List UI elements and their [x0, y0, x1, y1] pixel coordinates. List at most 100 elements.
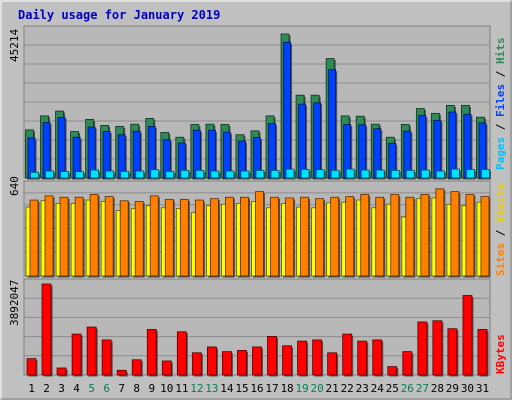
- kbytes-bar: [312, 339, 323, 376]
- pages-bar: [165, 170, 175, 179]
- chart-title: Daily usage for January 2019: [18, 8, 220, 22]
- pages-bar: [360, 169, 370, 179]
- pages-bar: [420, 169, 430, 179]
- pages-bar: [180, 169, 190, 179]
- sites-bar: [59, 196, 69, 277]
- top-panel: [23, 25, 491, 180]
- pages-bar: [105, 170, 115, 179]
- sites-bar: [300, 196, 309, 277]
- pages-bar: [466, 169, 475, 179]
- sites-bar: [209, 198, 219, 277]
- top-legend: Pages / Files / Hits: [494, 38, 507, 171]
- kbytes-bar: [237, 350, 247, 376]
- pages-bar: [135, 170, 145, 179]
- legend-hits: Hits: [494, 38, 507, 65]
- kbytes-bar: [327, 352, 338, 376]
- kbytes-bar: [116, 369, 127, 376]
- pages-bar: [300, 169, 310, 179]
- pages-bar: [451, 168, 460, 179]
- x-tick-label: 1: [28, 382, 35, 395]
- pages-bar: [270, 169, 280, 179]
- pages-bar: [435, 170, 445, 179]
- sites-bar: [119, 200, 129, 277]
- kbytes-bar: [447, 328, 458, 376]
- sites-bar: [194, 199, 204, 277]
- x-tick-label: 21: [326, 382, 339, 395]
- pages-bar: [330, 169, 340, 179]
- pages-bar: [45, 170, 54, 179]
- x-tick-label: 10: [160, 382, 173, 395]
- sites-bar: [390, 194, 400, 277]
- x-tick-label: 2: [43, 382, 50, 395]
- kbytes-bar: [417, 321, 428, 376]
- pages-bar: [60, 171, 69, 179]
- kbytes-bar: [357, 340, 368, 376]
- x-tick-label: 11: [175, 382, 188, 395]
- kbytes-bar: [176, 331, 187, 376]
- sites-bar: [134, 201, 144, 277]
- sites-bar: [420, 194, 430, 277]
- files-bar: [313, 102, 322, 179]
- sites-bar: [405, 196, 415, 277]
- middle-panel: [23, 180, 491, 278]
- pages-bar: [390, 169, 400, 179]
- x-tick-label: 24: [371, 382, 385, 395]
- sites-bar: [285, 197, 294, 277]
- files-bar: [42, 122, 51, 179]
- middle-max-label: 640: [8, 176, 21, 196]
- x-tick-label: 5: [88, 382, 95, 395]
- legend-files: Files: [494, 84, 507, 117]
- x-tick-label: 26: [401, 382, 414, 395]
- middle-legend: Sites / Visits: [494, 183, 507, 276]
- pages-bar: [285, 168, 295, 179]
- x-tick-label: 8: [133, 382, 140, 395]
- kbytes-bar: [342, 333, 353, 376]
- pages-bar: [120, 170, 130, 179]
- pages-bar: [255, 169, 265, 179]
- pages-bar: [345, 168, 355, 179]
- sites-bar: [44, 195, 54, 277]
- legend-separator: /: [494, 117, 507, 137]
- files-bar: [448, 111, 457, 179]
- kbytes-bar: [282, 345, 292, 376]
- kbytes-bar: [131, 359, 142, 376]
- kbytes-bar: [387, 366, 398, 376]
- pages-bar: [195, 169, 205, 179]
- x-tick-label: 29: [446, 382, 459, 395]
- x-tick-label: 27: [416, 382, 429, 395]
- bottom-panel: [23, 278, 491, 377]
- sites-bar: [480, 196, 490, 277]
- x-tick-label: 23: [356, 382, 369, 395]
- kbytes-bar: [252, 346, 262, 376]
- kbytes-bar: [161, 360, 172, 376]
- kbytes-bar: [297, 340, 307, 376]
- sites-bar: [270, 196, 279, 277]
- x-tick-label: 13: [205, 382, 218, 395]
- kbytes-bar: [71, 333, 82, 376]
- kbytes-bar: [86, 326, 97, 376]
- kbytes-bar: [222, 351, 232, 376]
- files-bar: [328, 69, 337, 179]
- sites-bar: [89, 194, 99, 277]
- kbytes-bar: [402, 351, 413, 376]
- pages-bar: [90, 169, 100, 179]
- x-tick-label: 12: [190, 382, 203, 395]
- x-tick-label: 22: [341, 382, 354, 395]
- pages-bar: [375, 169, 385, 179]
- kbytes-bar: [191, 352, 202, 376]
- x-tick-label: 14: [220, 382, 234, 395]
- x-tick-label: 16: [250, 382, 263, 395]
- x-tick-label: 28: [431, 382, 444, 395]
- x-tick-label: 18: [280, 382, 293, 395]
- x-tick-label: 19: [295, 382, 308, 395]
- pages-bar: [481, 169, 490, 179]
- sites-bar: [240, 196, 249, 277]
- sites-bar: [74, 196, 84, 277]
- files-bar: [57, 117, 66, 179]
- x-tick-label: 20: [311, 382, 324, 395]
- pages-bar: [150, 169, 160, 179]
- x-tick-label: 4: [73, 382, 80, 395]
